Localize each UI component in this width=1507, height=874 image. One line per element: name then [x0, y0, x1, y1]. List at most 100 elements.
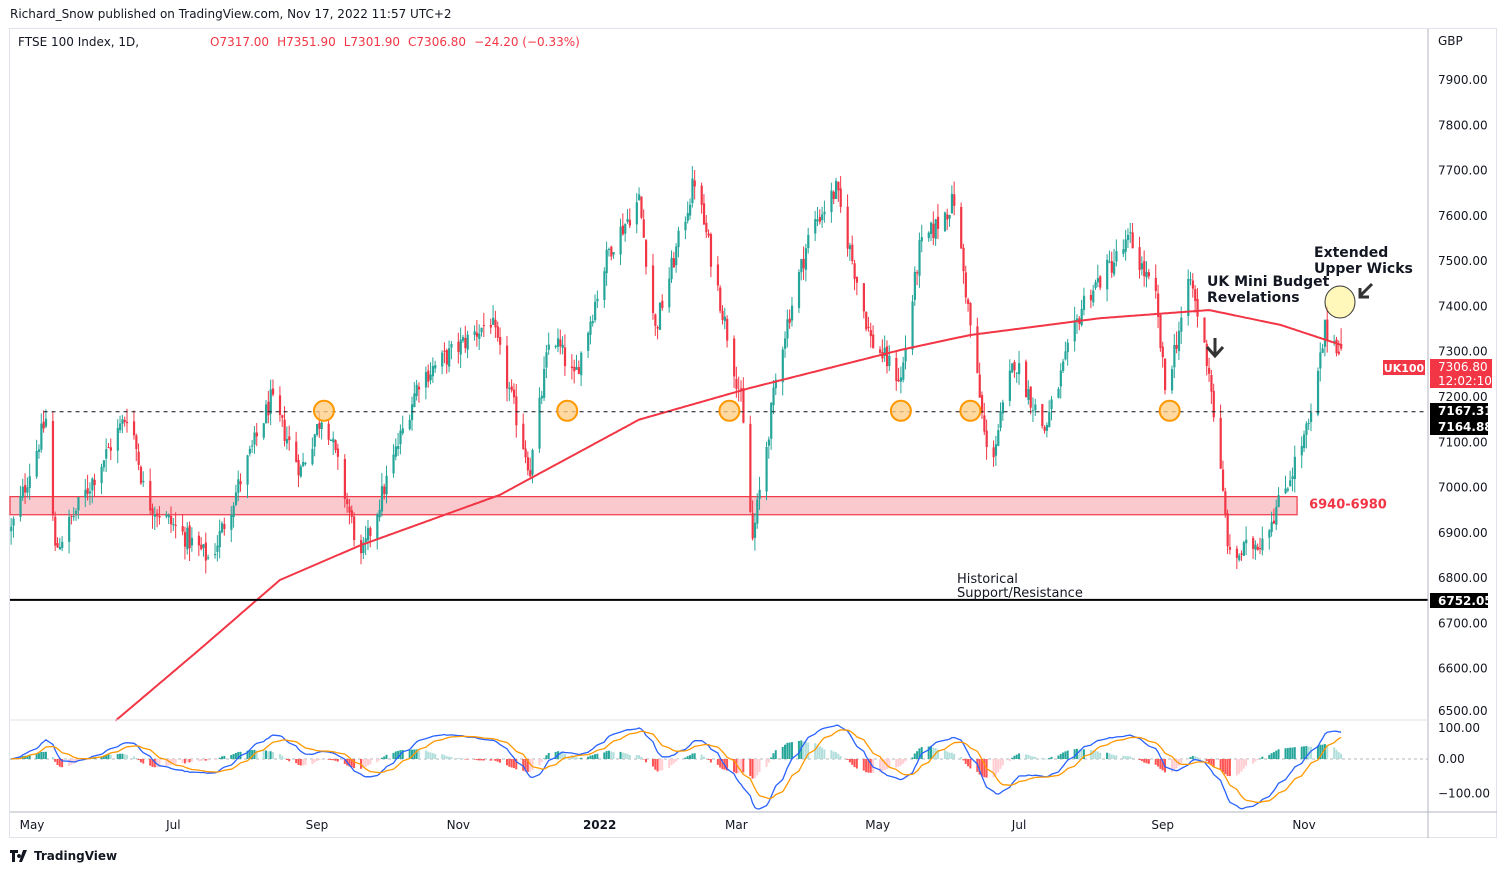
- macd-histogram-bar: [543, 758, 546, 759]
- candle-down: [837, 181, 840, 191]
- candle-down: [125, 421, 129, 424]
- candle-down: [1340, 344, 1343, 349]
- candle-down: [1326, 319, 1329, 341]
- macd-histogram-bar: [624, 753, 627, 759]
- candle-up: [119, 423, 122, 431]
- macd-histogram-bar: [869, 759, 872, 773]
- macd-histogram-bar: [839, 756, 842, 759]
- macd-histogram-bar: [821, 747, 824, 759]
- macd-histogram-bar: [658, 759, 661, 771]
- candle-up: [1011, 363, 1014, 373]
- candle-down: [1099, 276, 1102, 288]
- candle-up: [1189, 279, 1192, 281]
- candle-down: [962, 247, 965, 272]
- candle-down: [278, 395, 282, 415]
- macd-histogram-bar: [749, 759, 752, 777]
- macd-histogram-bar: [605, 751, 608, 759]
- candle-up: [561, 344, 564, 348]
- candle-up: [304, 462, 307, 464]
- macd-histogram-bar: [765, 759, 768, 767]
- candle-down: [42, 421, 45, 429]
- candle-up: [1305, 423, 1308, 435]
- currency-label: GBP: [1438, 34, 1463, 48]
- candle-up: [167, 515, 170, 518]
- macd-histogram-bar: [248, 750, 251, 759]
- macd-histogram-bar: [628, 754, 631, 759]
- candle-up: [448, 348, 451, 367]
- macd-histogram-bar: [230, 754, 233, 759]
- candle-down: [524, 448, 527, 458]
- macd-histogram-bar: [461, 758, 464, 759]
- macd-histogram-bar: [505, 759, 508, 766]
- macd-histogram-bar: [832, 751, 835, 759]
- candle-down: [985, 430, 988, 447]
- candle-down: [1089, 295, 1093, 301]
- candle-down: [964, 272, 967, 298]
- macd-histogram-bar: [751, 759, 754, 779]
- candle-up: [190, 537, 194, 546]
- annotation-historical-line2: Support/Resistance: [957, 586, 1083, 601]
- candle-down: [656, 326, 659, 329]
- candle-up: [399, 430, 402, 445]
- candle-down: [932, 223, 935, 238]
- candle-down: [707, 233, 710, 236]
- macd-histogram-bar: [735, 759, 738, 774]
- macd-histogram-bar: [929, 746, 932, 759]
- macd-histogram-bar: [475, 759, 478, 761]
- candle-down: [318, 422, 321, 429]
- macd-histogram-bar: [494, 759, 497, 761]
- tradingview-logo[interactable]: TradingView: [10, 849, 117, 863]
- macd-histogram-bar: [1340, 753, 1343, 759]
- candle-down: [334, 440, 337, 451]
- candle-down: [288, 436, 291, 441]
- macd-histogram-bar: [1219, 759, 1222, 770]
- candle-down: [709, 234, 713, 267]
- annotation-wicks-line1: Extended: [1314, 245, 1388, 261]
- macd-histogram-bar: [737, 759, 740, 774]
- candle-down: [1335, 339, 1338, 354]
- candle-down: [1161, 346, 1164, 358]
- macd-histogram-bar: [397, 750, 400, 759]
- candle-up: [1129, 232, 1132, 234]
- macd-histogram-bar: [1082, 749, 1085, 759]
- candle-up: [753, 522, 757, 538]
- candle-up: [1300, 446, 1303, 456]
- candle-down: [953, 194, 956, 206]
- candle-down: [482, 325, 486, 327]
- macd-histogram-bar: [125, 754, 128, 759]
- candle-up: [580, 352, 583, 376]
- macd-histogram-bar: [980, 759, 983, 777]
- macd-histogram-bar: [1106, 752, 1109, 759]
- macd-histogram-bar: [918, 748, 921, 759]
- candle-down: [139, 466, 143, 484]
- candle-up: [531, 449, 534, 475]
- macd-histogram-bar: [315, 759, 318, 761]
- change-value: −24.20 (−0.33%): [474, 35, 580, 49]
- macd-histogram-bar: [204, 759, 207, 761]
- macd-histogram-bar: [288, 759, 291, 762]
- macd-histogram-bar: [705, 758, 708, 759]
- annotation-historical-line1: Historical: [957, 572, 1018, 587]
- candle-down: [733, 338, 736, 377]
- candle-up: [19, 495, 22, 517]
- candle-down: [1235, 548, 1239, 558]
- candle-down: [869, 330, 872, 337]
- macd-histogram-bar: [1261, 756, 1264, 759]
- macd-histogram-bar: [834, 752, 837, 759]
- macd-histogram-bar: [464, 759, 467, 760]
- macd-histogram-bar: [401, 750, 404, 759]
- candle-down: [1029, 386, 1032, 408]
- tradingview-logo-icon: [10, 850, 27, 862]
- candle-down: [1194, 289, 1197, 302]
- macd-histogram-bar: [35, 753, 38, 759]
- macd-histogram-bar: [1194, 756, 1197, 759]
- macd-histogram-bar: [56, 759, 59, 765]
- macd-histogram-bar: [1131, 757, 1134, 759]
- candle-up: [1064, 351, 1067, 360]
- macd-histogram-bar: [58, 759, 61, 767]
- macd-histogram-bar: [1013, 755, 1016, 759]
- macd-histogram-bar: [445, 756, 448, 759]
- candle-up: [478, 333, 481, 339]
- candle-up: [994, 444, 998, 456]
